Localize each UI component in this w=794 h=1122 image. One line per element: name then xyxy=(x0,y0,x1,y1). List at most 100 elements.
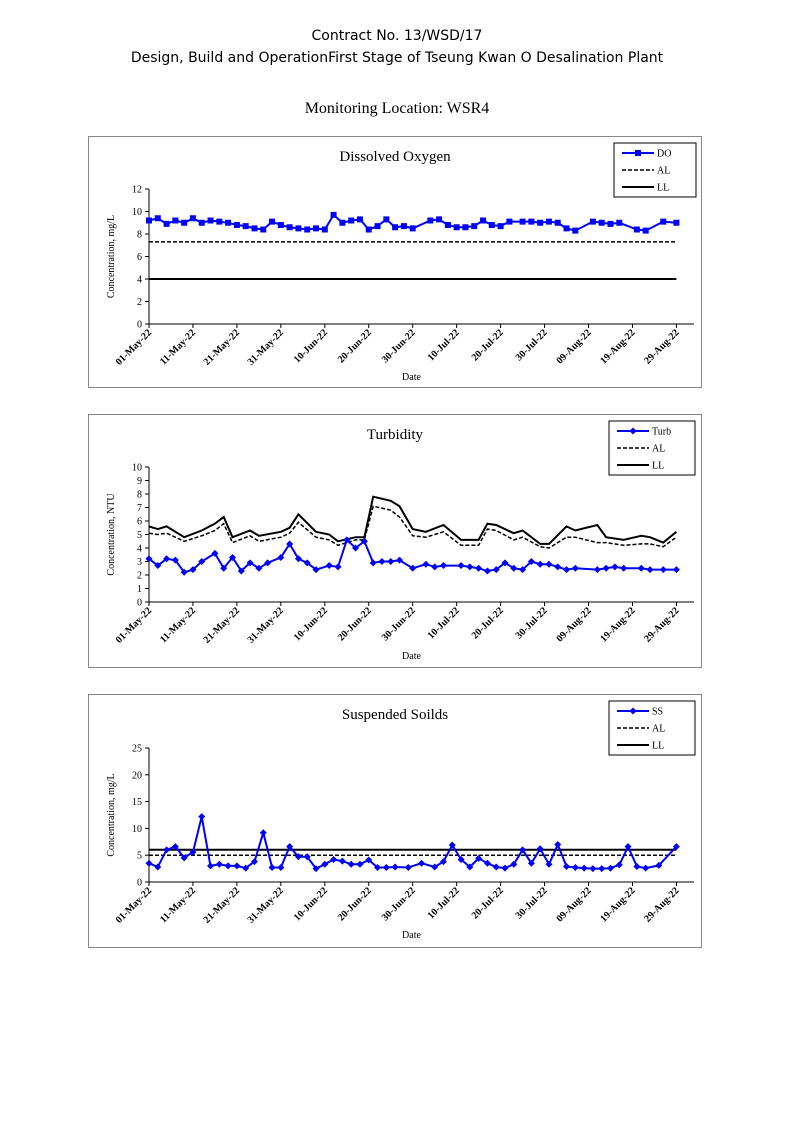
dissolved-oxygen-x-tick-label: 31-May-22 xyxy=(246,327,286,367)
suspended-soilds-y-tick-label: 5 xyxy=(137,851,142,862)
suspended-soilds-legend-ss-marker xyxy=(629,707,637,715)
suspended-soilds-x-tick-label: 11-May-22 xyxy=(158,885,198,925)
suspended-soilds-ss-point xyxy=(563,862,571,870)
suspended-soilds-ss-point xyxy=(163,846,171,854)
dissolved-oxygen-do-point xyxy=(348,217,355,224)
dissolved-oxygen-x-tick-label: 10-Jun-22 xyxy=(292,327,330,365)
turbidity-title: Turbidity xyxy=(367,427,424,443)
dissolved-oxygen-x-tick-label: 11-May-22 xyxy=(158,327,198,367)
dissolved-oxygen-y-tick-label: 10 xyxy=(132,207,142,218)
turbidity-turb-point xyxy=(646,566,654,574)
dissolved-oxygen-do-point xyxy=(497,223,504,230)
suspended-soilds-x-tick-label: 09-Aug-22 xyxy=(554,885,593,924)
monitoring-location: Monitoring Location: WSR4 xyxy=(304,100,490,117)
suspended-soilds-ss-point xyxy=(347,860,355,868)
dissolved-oxygen-do-point xyxy=(251,225,258,232)
turbidity-turb-point xyxy=(198,558,206,565)
dissolved-oxygen-do-point xyxy=(607,220,614,227)
dissolved-oxygen-do-point xyxy=(519,218,526,225)
suspended-soilds-legend-al-label: AL xyxy=(652,724,665,735)
dissolved-oxygen-y-tick-label: 8 xyxy=(137,230,142,241)
suspended-soilds-ss-point xyxy=(198,813,206,821)
suspended-soilds-ss-point xyxy=(277,864,285,872)
turbidity-turb-point xyxy=(510,564,518,572)
suspended-soilds-y-tick-label: 15 xyxy=(132,797,142,808)
turbidity-turb-point xyxy=(325,562,333,570)
suspended-soilds-ss-point xyxy=(448,841,456,849)
turbidity-turb-point xyxy=(554,563,562,571)
dissolved-oxygen-do-point xyxy=(295,225,302,232)
dissolved-oxygen-x-tick-label: 29-Aug-22 xyxy=(642,327,681,366)
turbidity-turb-point xyxy=(255,564,263,572)
dissolved-oxygen-do-point xyxy=(365,226,372,233)
suspended-soilds-ss-point xyxy=(250,858,258,866)
suspended-soilds-ss-point xyxy=(501,864,509,872)
turbidity-turb-point xyxy=(211,549,219,557)
dissolved-oxygen-do-point xyxy=(154,215,161,222)
dissolved-oxygen-legend-al-label: AL xyxy=(657,166,670,177)
turbidity-y-tick-label: 2 xyxy=(137,571,142,582)
dissolved-oxygen-do-point xyxy=(572,227,579,234)
turbidity-turb-point xyxy=(189,566,197,574)
turbidity-turb-point xyxy=(303,559,311,567)
dissolved-oxygen-y-tick-label: 12 xyxy=(132,185,142,196)
dissolved-oxygen-do-point xyxy=(642,227,649,234)
dissolved-oxygen-do-point xyxy=(453,224,460,231)
dissolved-oxygen-do-point xyxy=(330,211,337,218)
dissolved-oxygen-chart: Dissolved Oxygen 0 2 4 6 8 10 12 01-May-22 11-May… xyxy=(106,142,697,383)
suspended-soilds-legend-ll-label: LL xyxy=(652,741,664,752)
suspended-soilds-ss-point xyxy=(439,858,447,866)
dissolved-oxygen-x-tick-label: 10-Jul-22 xyxy=(426,327,462,363)
turbidity-turb-point xyxy=(180,568,188,576)
dissolved-oxygen-do-point xyxy=(488,222,495,228)
suspended-soilds-ss-point xyxy=(391,863,399,871)
suspended-soilds-ss-point xyxy=(154,863,162,871)
turbidity-turb-point xyxy=(527,558,535,565)
dissolved-oxygen-y-tick-label: 0 xyxy=(137,320,142,331)
dissolved-oxygen-do-point xyxy=(392,224,399,231)
suspended-soilds-ss-point xyxy=(233,862,241,870)
turbidity-turb-point xyxy=(387,558,395,565)
turbidity-y-tick-label: 10 xyxy=(132,463,142,474)
dissolved-oxygen-do-point xyxy=(269,218,276,225)
dissolved-oxygen-do-point xyxy=(660,218,667,225)
suspended-soilds-series-ss-line xyxy=(148,816,678,870)
suspended-soilds-ss-point xyxy=(330,855,338,863)
dissolved-oxygen-do-point xyxy=(598,219,605,226)
dissolved-oxygen-do-point xyxy=(321,226,328,233)
turbidity-turb-point xyxy=(369,559,377,567)
turbidity-x-tick-label: 10-Jun-22 xyxy=(292,605,330,643)
turbidity-turb-point xyxy=(483,567,491,575)
suspended-soilds-x-tick-label: 30-Jul-22 xyxy=(514,885,550,921)
turbidity-turb-point xyxy=(602,564,610,572)
turbidity-x-tick-label: 19-Aug-22 xyxy=(598,605,637,644)
dissolved-oxygen-do-point xyxy=(181,219,188,226)
turbidity-y-tick-label: 7 xyxy=(137,503,142,514)
suspended-soilds-x-tick-label: 01-May-22 xyxy=(114,885,154,925)
turbidity-turb-point xyxy=(519,566,527,574)
suspended-soilds-ss-point xyxy=(294,853,302,861)
suspended-soilds-ss-point xyxy=(404,864,412,872)
suspended-soilds-ss-point xyxy=(606,864,614,872)
dissolved-oxygen-x-axis-label: Date xyxy=(402,372,421,383)
dissolved-oxygen-do-point xyxy=(616,219,623,226)
chart-panel-dissolved-oxygen: Dissolved Oxygen 0 2 4 6 8 10 12 01-May-22 11-May… xyxy=(88,136,702,388)
suspended-soilds-x-tick-label: 30-Jun-22 xyxy=(380,885,418,923)
suspended-soilds-ss-point xyxy=(642,864,650,872)
dissolved-oxygen-do-point xyxy=(304,226,311,233)
dissolved-oxygen-do-point xyxy=(172,217,179,224)
turbidity-turb-point xyxy=(163,555,171,563)
dissolved-oxygen-do-point xyxy=(374,223,381,230)
dissolved-oxygen-y-tick-label: 6 xyxy=(137,252,142,263)
dissolved-oxygen-y-tick-label: 2 xyxy=(137,297,142,308)
turbidity-legend-turb-label: Turb xyxy=(652,427,671,438)
suspended-soilds-x-tick-label: 10-Jul-22 xyxy=(426,885,462,921)
dissolved-oxygen-legend-do-label: DO xyxy=(657,149,671,160)
suspended-soilds-ss-point xyxy=(672,843,680,851)
dissolved-oxygen-do-point xyxy=(480,217,487,224)
suspended-soilds-ss-point xyxy=(171,843,179,851)
turbidity-legend-turb-marker xyxy=(629,427,637,435)
dissolved-oxygen-x-tick-label: 19-Aug-22 xyxy=(598,327,637,366)
turbidity-turb-point xyxy=(409,564,417,572)
